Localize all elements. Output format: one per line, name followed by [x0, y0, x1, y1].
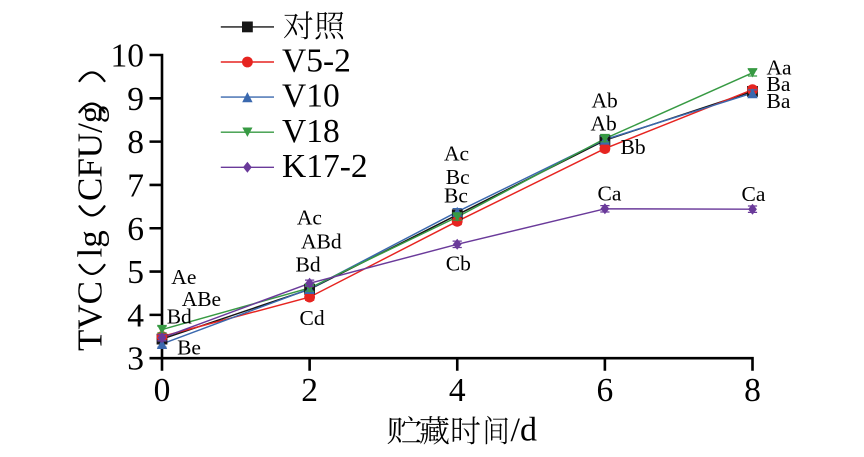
svg-text:ABe: ABe [182, 287, 221, 311]
svg-text:7: 7 [127, 167, 144, 204]
svg-text:Ca: Ca [742, 182, 766, 206]
svg-text:Ae: Ae [171, 265, 196, 289]
svg-text:Bb: Bb [621, 135, 646, 159]
svg-text:Bd: Bd [296, 253, 321, 277]
svg-text:6: 6 [597, 372, 614, 409]
svg-text:/d: /d [511, 412, 537, 449]
svg-text:Bc: Bc [444, 183, 468, 207]
svg-text:lg: lg [71, 230, 110, 257]
svg-text:Cb: Cb [446, 252, 471, 276]
svg-text:Bc: Bc [446, 165, 470, 189]
svg-text:CFU/g: CFU/g [71, 106, 110, 201]
svg-text:8: 8 [127, 124, 144, 161]
svg-text:4: 4 [127, 297, 144, 334]
svg-text:0: 0 [154, 372, 171, 409]
svg-text:Cd: Cd [300, 306, 325, 330]
svg-text:ABd: ABd [301, 229, 342, 253]
svg-text:V18: V18 [282, 113, 340, 150]
svg-text:K17-2: K17-2 [282, 148, 368, 185]
svg-text:Ba: Ba [767, 72, 791, 96]
svg-text:Ca: Ca [598, 182, 622, 206]
svg-text:Ba: Ba [767, 89, 791, 113]
svg-text:Aa: Aa [767, 55, 793, 79]
svg-text:4: 4 [449, 372, 466, 409]
svg-text:5: 5 [127, 254, 144, 291]
svg-text:Be: Be [177, 335, 201, 359]
svg-text:Ac: Ac [444, 142, 469, 166]
svg-text:6: 6 [127, 211, 144, 248]
svg-text:V5-2: V5-2 [282, 43, 351, 80]
svg-text:TVC: TVC [71, 281, 110, 351]
svg-text:Ab: Ab [591, 112, 617, 136]
svg-text:Bd: Bd [167, 304, 192, 328]
svg-text:2: 2 [301, 372, 318, 409]
svg-text:8: 8 [744, 372, 761, 409]
svg-text:V10: V10 [282, 78, 340, 115]
svg-text:9: 9 [127, 81, 144, 118]
svg-text:Ac: Ac [297, 206, 322, 230]
svg-text:3: 3 [127, 341, 144, 378]
svg-text:Ab: Ab [592, 89, 618, 113]
svg-text:10: 10 [111, 38, 145, 75]
